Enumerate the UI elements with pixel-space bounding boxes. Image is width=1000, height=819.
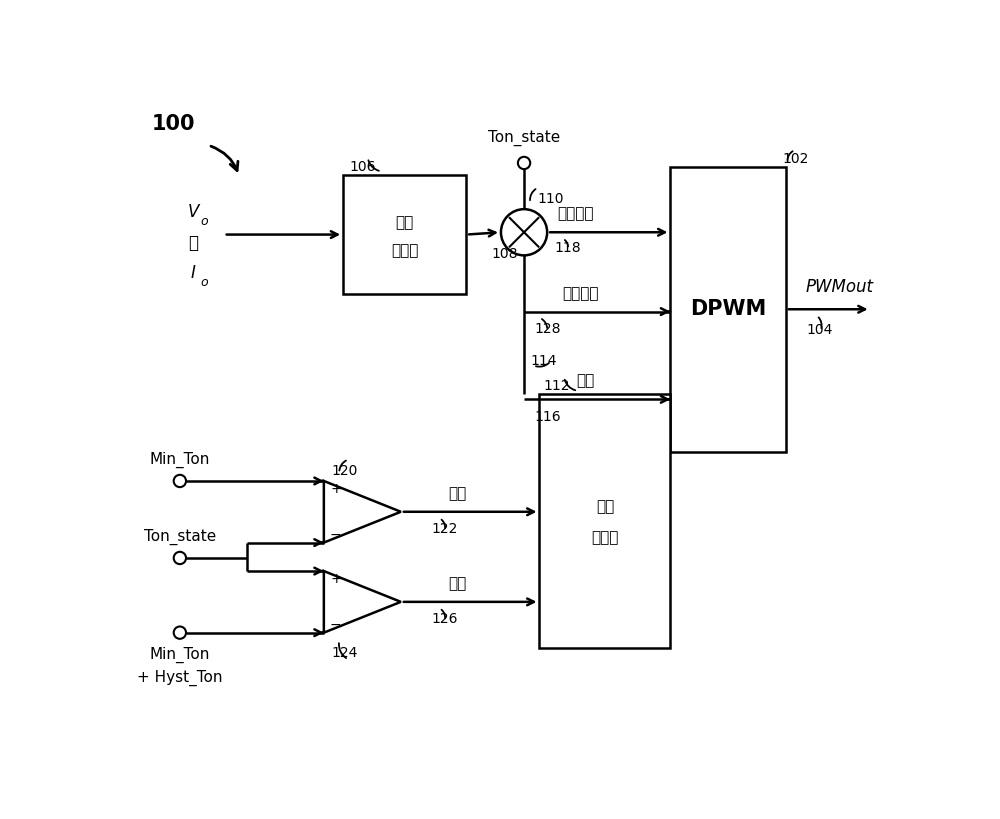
FancyArrowPatch shape — [536, 363, 549, 367]
FancyArrowPatch shape — [339, 643, 346, 658]
Text: Ton_state: Ton_state — [144, 529, 216, 545]
Text: o: o — [201, 215, 208, 228]
Text: 126: 126 — [432, 613, 458, 627]
Text: +: + — [330, 482, 342, 495]
Text: 102: 102 — [782, 152, 808, 166]
Text: 选择器: 选择器 — [591, 531, 619, 545]
FancyArrowPatch shape — [368, 161, 379, 171]
FancyArrowPatch shape — [442, 519, 445, 528]
Text: 或: 或 — [188, 233, 198, 251]
Text: DPWM: DPWM — [690, 299, 766, 319]
Text: 112: 112 — [543, 379, 570, 393]
FancyArrowPatch shape — [339, 460, 346, 470]
FancyArrowPatch shape — [787, 152, 793, 161]
Text: 周期: 周期 — [577, 373, 595, 388]
FancyArrowPatch shape — [565, 380, 575, 390]
Text: 104: 104 — [807, 323, 833, 337]
Text: Ton_state: Ton_state — [488, 130, 560, 146]
Text: 122: 122 — [432, 523, 458, 536]
Text: Min_Ton: Min_Ton — [150, 452, 210, 468]
Text: 高频: 高频 — [448, 576, 466, 591]
Text: 周期: 周期 — [596, 500, 614, 514]
Text: Min_Ton: Min_Ton — [150, 646, 210, 663]
FancyArrowPatch shape — [542, 319, 547, 328]
Text: 模式: 模式 — [396, 215, 414, 230]
Text: I: I — [191, 265, 195, 283]
Text: 114: 114 — [530, 355, 557, 369]
FancyBboxPatch shape — [539, 394, 670, 648]
FancyArrowPatch shape — [530, 189, 536, 200]
FancyBboxPatch shape — [343, 174, 466, 294]
Text: 128: 128 — [534, 322, 561, 336]
Text: + Hyst_Ton: + Hyst_Ton — [137, 670, 223, 686]
Text: 接通时间: 接通时间 — [557, 206, 594, 221]
Text: 重新加载: 重新加载 — [562, 287, 599, 301]
Text: o: o — [201, 276, 208, 289]
Text: 124: 124 — [332, 646, 358, 660]
FancyBboxPatch shape — [670, 167, 786, 452]
FancyArrowPatch shape — [819, 318, 822, 328]
FancyArrowPatch shape — [442, 609, 445, 618]
FancyArrowPatch shape — [211, 146, 238, 170]
Text: 低频: 低频 — [448, 486, 466, 501]
Text: 108: 108 — [491, 247, 517, 260]
FancyArrowPatch shape — [565, 240, 568, 247]
Text: 106: 106 — [349, 160, 376, 174]
Text: 110: 110 — [538, 192, 564, 206]
Text: +: + — [330, 572, 342, 586]
Text: −: − — [330, 528, 342, 542]
Text: PWMout: PWMout — [806, 278, 874, 296]
Text: 118: 118 — [555, 241, 581, 255]
Text: 选择器: 选择器 — [391, 243, 418, 259]
Text: 120: 120 — [332, 464, 358, 477]
Text: −: − — [330, 618, 342, 632]
FancyArrowPatch shape — [542, 407, 547, 416]
Text: V: V — [187, 203, 199, 221]
Text: 116: 116 — [534, 410, 561, 424]
Text: 100: 100 — [152, 115, 196, 134]
